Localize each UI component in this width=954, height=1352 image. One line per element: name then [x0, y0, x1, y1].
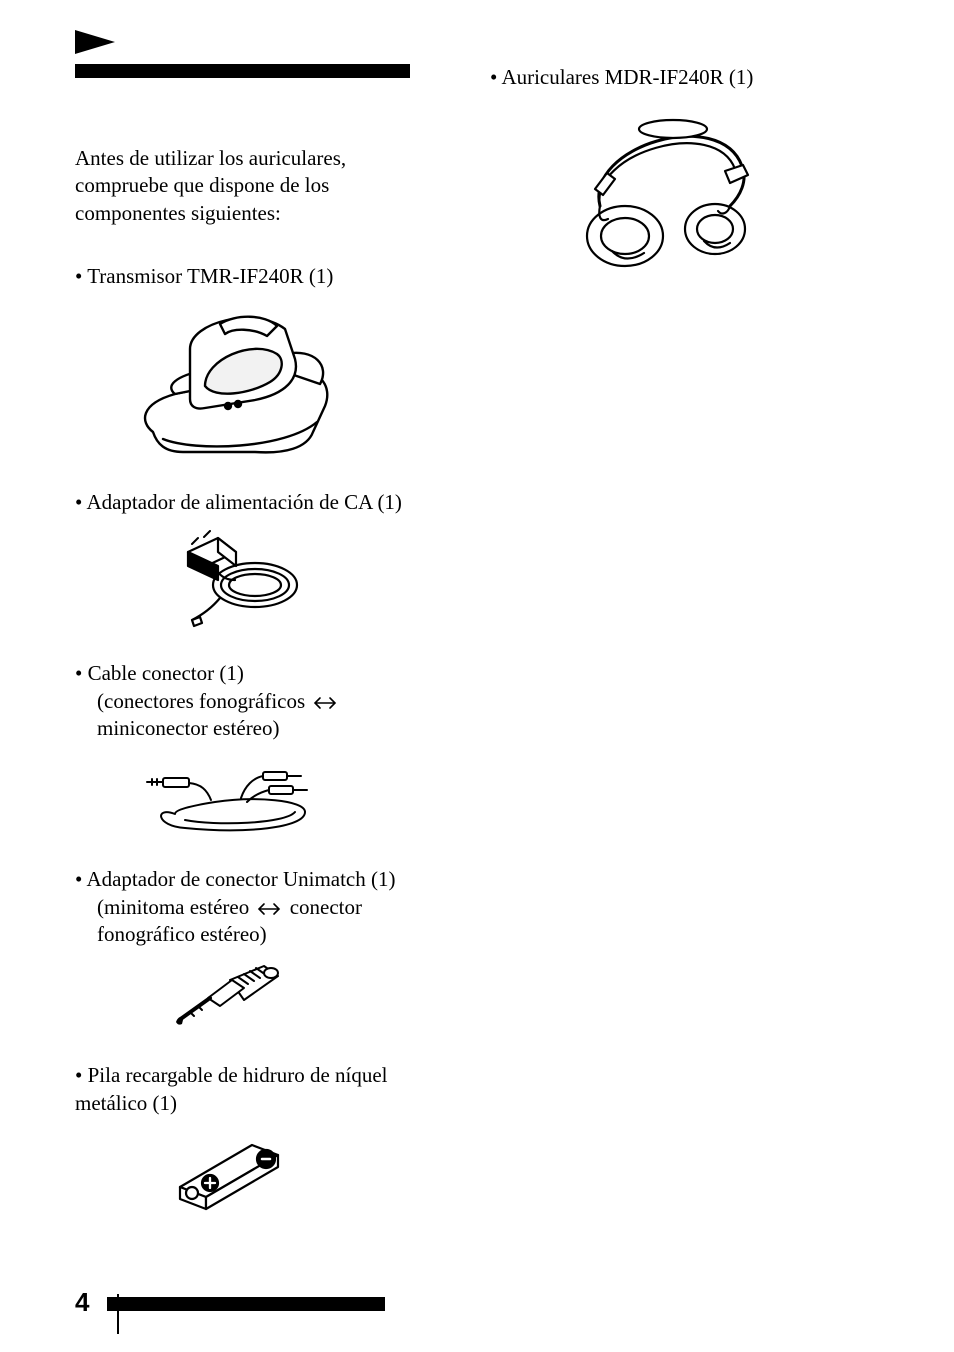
item-ac-adapter-text: • Adaptador de alimentación de CA (1): [75, 489, 420, 516]
ac-adapter-illustration: [170, 530, 310, 630]
item-battery: • Pila recargable de hidruro de níquel m…: [75, 1062, 420, 1211]
cable-illustration: [145, 756, 320, 836]
item-battery-text: • Pila recargable de hidruro de níquel m…: [75, 1062, 420, 1117]
item-cable-bullet: • Cable conector (1): [75, 661, 244, 685]
footer-tick: [117, 1294, 119, 1334]
item-cable-sub: (conectores fonográficos miniconector es…: [75, 688, 420, 743]
battery-illustration: [170, 1131, 290, 1211]
item-transmitter-text: • Transmisor TMR-IF240R (1): [75, 263, 420, 290]
intro-text: Antes de utilizar los auriculares, compr…: [75, 145, 420, 227]
item-ac-adapter: • Adaptador de alimentación de CA (1): [75, 489, 420, 630]
left-column: Antes de utilizar los auriculares, compr…: [75, 145, 420, 1241]
unimatch-illustration: [170, 962, 280, 1032]
item-headphones: • Auriculares MDR-IF240R (1): [490, 64, 850, 281]
item-cable: • Cable conector (1) (conectores fonográ…: [75, 660, 420, 836]
item-unimatch-bullet: • Adaptador de conector Unimatch (1): [75, 867, 396, 891]
header-bar: [75, 64, 410, 78]
footer: 4: [75, 1287, 385, 1318]
right-column: • Auriculares MDR-IF240R (1): [490, 64, 850, 299]
item-unimatch-sub: (minitoma estéreo conector fonográfico e…: [75, 894, 420, 949]
item-transmitter: • Transmisor TMR-IF240R (1): [75, 263, 420, 459]
transmitter-illustration: [135, 304, 335, 459]
item-unimatch-text: • Adaptador de conector Unimatch (1) (mi…: [75, 866, 420, 948]
double-arrow-icon: [256, 902, 282, 916]
headphones-illustration: [570, 111, 760, 281]
play-icon: [75, 30, 115, 54]
item-battery-bullet: • Pila recargable de hidruro de níquel m…: [75, 1063, 388, 1114]
page-number: 4: [75, 1287, 89, 1318]
item-unimatch: • Adaptador de conector Unimatch (1) (mi…: [75, 866, 420, 1032]
item-headphones-text: • Auriculares MDR-IF240R (1): [490, 64, 850, 91]
footer-bar: [107, 1297, 385, 1311]
item-cable-text: • Cable conector (1) (conectores fonográ…: [75, 660, 420, 742]
double-arrow-icon: [312, 696, 338, 710]
